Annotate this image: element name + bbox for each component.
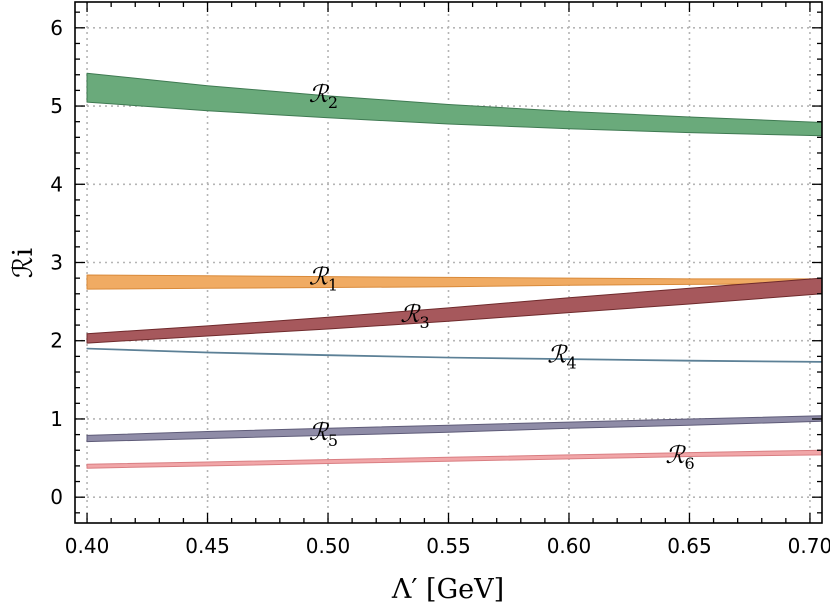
band-label-main: ℛ: [547, 341, 568, 369]
band-label-main: ℛ: [665, 441, 686, 469]
band-label: ℛ5: [309, 418, 338, 450]
band-label-main: ℛ: [309, 262, 330, 290]
x-tick-label: 0.45: [185, 534, 230, 558]
y-tick-label: 3: [50, 251, 63, 275]
y-tick-label: 6: [50, 16, 63, 40]
band-label: ℛ2: [309, 80, 338, 112]
x-tick-label: 0.40: [65, 534, 110, 558]
y-tick-label: 1: [50, 407, 63, 431]
band-label: ℛ6: [665, 441, 694, 473]
band-label-sub: 5: [328, 431, 338, 450]
band-label: ℛ3: [400, 300, 429, 332]
band-label-main: ℛ: [309, 418, 330, 446]
ticks: [75, 2, 822, 523]
y-tick-label: 4: [50, 172, 63, 196]
band-label: ℛ4: [547, 341, 576, 373]
band-2: [86, 72, 823, 137]
y-tick-label: 2: [50, 329, 63, 353]
band-4: [86, 347, 823, 363]
band-label-main: ℛ: [400, 300, 421, 328]
y-tick-label: 0: [50, 485, 63, 509]
bands: [86, 72, 823, 469]
band-label: ℛ1: [309, 262, 338, 294]
grid-lines: [75, 2, 822, 523]
x-axis-title: Λ′ [GeV]: [391, 574, 504, 605]
band-label-sub: 6: [685, 454, 695, 473]
band-label-sub: 2: [328, 93, 338, 112]
y-axis-title: ℛi: [8, 248, 39, 279]
x-tick-label: 0.55: [426, 534, 471, 558]
band-label-sub: 3: [419, 313, 429, 332]
y-tick-label: 5: [50, 94, 63, 118]
y-tick-labels: 0 1 2 3 4 5 6: [50, 16, 63, 509]
band-6: [86, 449, 823, 469]
band-label-sub: 4: [566, 354, 576, 373]
x-tick-label: 0.60: [547, 534, 592, 558]
band-label-sub: 1: [328, 275, 338, 294]
x-tick-labels: 0.40 0.45 0.50 0.55 0.60 0.65 0.70: [65, 534, 830, 558]
x-tick-label: 0.50: [306, 534, 351, 558]
band-label-main: ℛ: [309, 80, 330, 108]
x-tick-label: 0.70: [788, 534, 830, 558]
x-tick-label: 0.65: [667, 534, 712, 558]
